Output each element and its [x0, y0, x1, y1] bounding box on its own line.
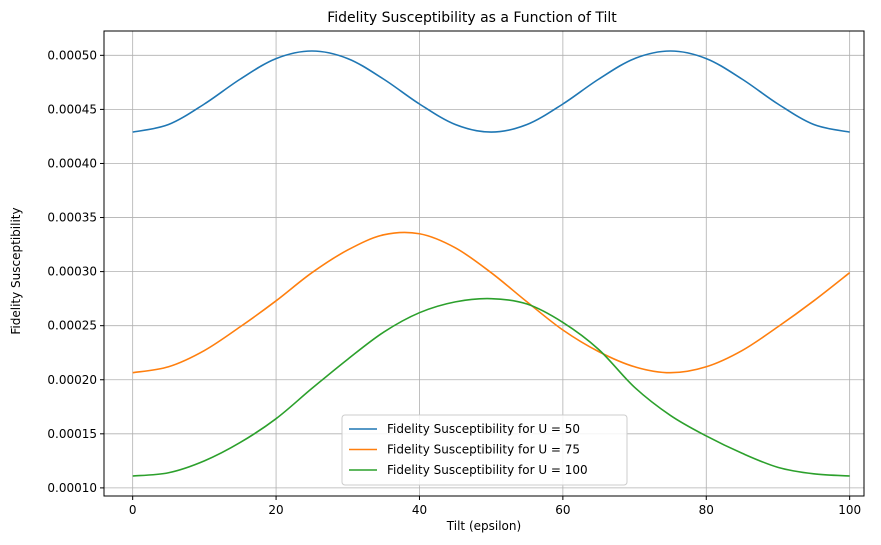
y-tick-label: 0.00025 [47, 319, 97, 333]
legend: Fidelity Susceptibility for U = 50 Fideli… [341, 414, 628, 486]
y-tick-label: 0.00030 [47, 265, 97, 279]
x-axis-label: Tilt (epsilon) [446, 519, 521, 533]
x-tick-label: 100 [838, 503, 861, 517]
y-tick-label: 0.00020 [47, 373, 97, 387]
x-tick-label: 0 [129, 503, 137, 517]
series-line-1 [132, 50, 850, 133]
x-tick-label: 60 [555, 503, 570, 517]
grid [104, 31, 864, 496]
ticks: 0 20 40 60 80 100 0.00010 0.00015 0.00020 0.00025… [47, 48, 861, 517]
series-line-2 [132, 231, 851, 374]
x-tick-label: 20 [268, 503, 283, 517]
series-line-3 [132, 297, 850, 477]
y-tick-label: 0.00010 [47, 481, 97, 495]
y-tick-label: 0.00045 [47, 102, 97, 116]
y-tick-label: 0.00050 [47, 48, 97, 62]
legend-label: Fidelity Susceptibility for U = 100 [387, 463, 588, 477]
chart-title: Fidelity Susceptibility as a Function of… [327, 10, 617, 26]
x-tick-label: 40 [412, 503, 427, 517]
legend-box [341, 414, 628, 486]
y-axis-label: Fidelity Susceptibility [9, 207, 23, 334]
y-tick-label: 0.00035 [47, 211, 97, 225]
plot-frame [103, 30, 865, 497]
series-layer [132, 50, 851, 477]
x-tick-label: 80 [699, 503, 714, 517]
legend-label: Fidelity Susceptibility for U = 50 [387, 422, 580, 436]
y-tick-label: 0.00015 [47, 427, 97, 441]
legend-label: Fidelity Susceptibility for U = 75 [387, 443, 580, 457]
y-tick-label: 0.00040 [47, 156, 97, 170]
